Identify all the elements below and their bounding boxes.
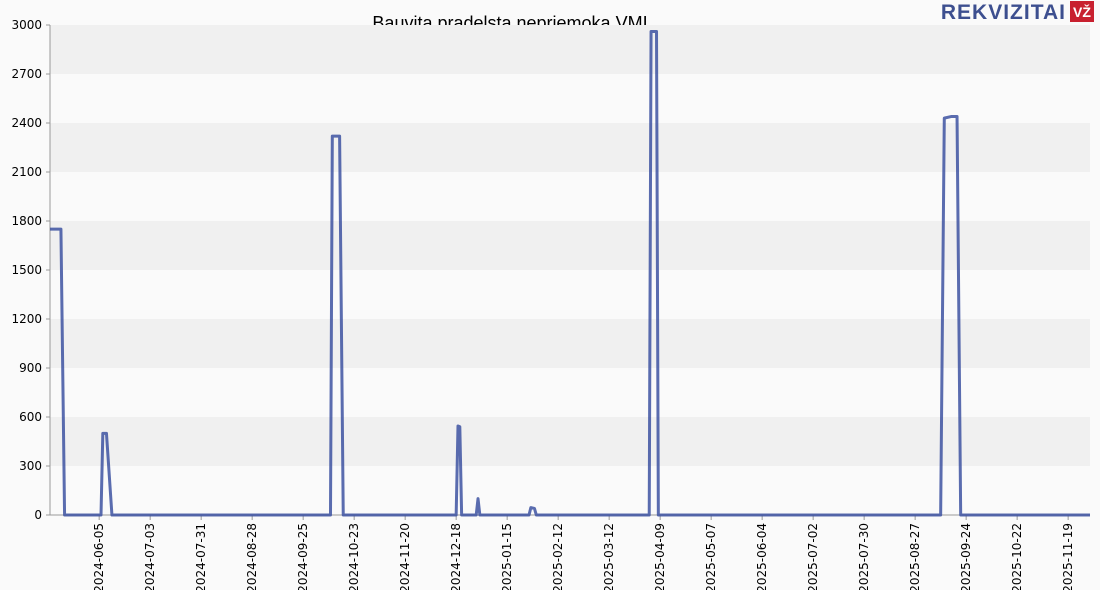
y-tick-label: 300 — [19, 459, 42, 473]
grid-band — [50, 221, 1090, 270]
y-tick-label: 1200 — [11, 312, 42, 326]
grid-band — [50, 466, 1090, 515]
y-tick-label: 900 — [19, 361, 42, 375]
x-tick-label: 2025-03-12 — [602, 523, 616, 590]
grid-band — [50, 123, 1090, 172]
x-tick-label: 2025-02-12 — [551, 523, 565, 590]
data-line — [50, 30, 1090, 517]
y-tick-label: 600 — [19, 410, 42, 424]
x-tick-label: 2025-05-07 — [704, 523, 718, 590]
grid-band — [50, 270, 1090, 319]
grid-band — [50, 25, 1090, 74]
x-tick-label: 2024-07-03 — [143, 523, 157, 590]
x-tick-label: 2024-09-25 — [296, 523, 310, 590]
grid-band — [50, 319, 1090, 368]
grid-band — [50, 417, 1090, 466]
x-tick-label: 2025-10-22 — [1010, 523, 1024, 590]
y-tick-label: 2100 — [11, 165, 42, 179]
x-tick-label: 2025-07-02 — [806, 523, 820, 590]
x-tick-label: 2024-11-20 — [398, 523, 412, 590]
y-tick-label: 2700 — [11, 67, 42, 81]
x-tick-label: 2025-11-19 — [1061, 523, 1075, 590]
x-tick-label: 2024-12-18 — [449, 523, 463, 590]
x-tick-label: 2025-01-15 — [500, 523, 514, 590]
x-tick-label: 2024-10-23 — [347, 523, 361, 590]
y-tick-label: 3000 — [11, 18, 42, 32]
x-tick-label: 2025-04-09 — [653, 523, 667, 590]
x-tick-label: 2024-08-28 — [245, 523, 259, 590]
x-tick-label: 2025-08-27 — [908, 523, 922, 590]
x-tick-label: 2025-09-24 — [959, 523, 973, 590]
grid-band — [50, 74, 1090, 123]
x-tick-label: 2024-07-31 — [194, 523, 208, 590]
brand-badge: VŽ — [1073, 3, 1091, 20]
x-tick-label: 2024-06-05 — [92, 523, 106, 590]
y-tick-label: 0 — [34, 508, 42, 522]
y-tick-label: 1800 — [11, 214, 42, 228]
y-tick-label: 1500 — [11, 263, 42, 277]
x-tick-label: 2025-06-04 — [755, 523, 769, 590]
brand-badge-bg — [1070, 1, 1094, 22]
x-tick-label: 2025-07-30 — [857, 523, 871, 590]
grid-band — [50, 172, 1090, 221]
grid-band — [50, 368, 1090, 417]
y-tick-label: 2400 — [11, 116, 42, 130]
brand-name: REKVIZITAI — [941, 1, 1066, 24]
